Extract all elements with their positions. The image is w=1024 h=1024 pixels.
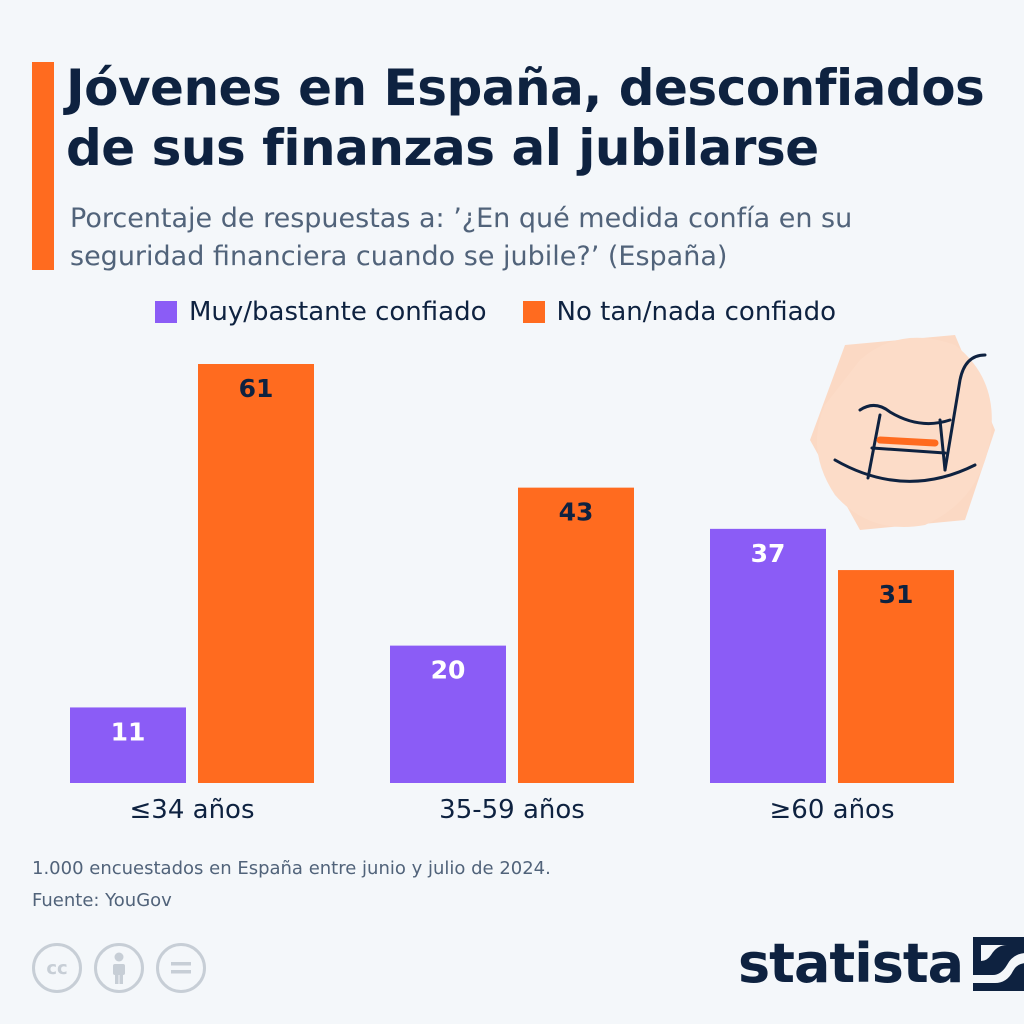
data-label-1-1: 43 xyxy=(559,498,594,527)
data-label-1-2: 31 xyxy=(879,580,914,609)
legend-swatch-purple xyxy=(155,301,177,323)
chart-legend: Muy/bastante confiado No tan/nada confia… xyxy=(155,297,872,327)
footnote-note: 1.000 encuestados en España entre junio … xyxy=(32,858,551,879)
page-subtitle: Porcentaje de respuestas a: ’¿En qué med… xyxy=(70,203,853,272)
footnote-source: Fuente: YouGov xyxy=(32,890,172,911)
bar-confiado-1 xyxy=(390,645,506,783)
data-label-1-0: 61 xyxy=(239,374,274,403)
title-accent-bar xyxy=(32,62,54,270)
legend-item-series-0: Muy/bastante confiado xyxy=(155,297,487,327)
no-derivatives-icon[interactable] xyxy=(156,943,206,993)
x-tick-label-0: ≤34 años xyxy=(130,795,255,825)
bar-no-confiado-1 xyxy=(518,487,634,783)
bars-layer: 11 61 ≤34 años 20 43 35-59 años 37 31 ≥60 años xyxy=(70,364,954,825)
brand-name: statista xyxy=(738,932,964,995)
license-icons: cc xyxy=(32,943,218,993)
attribution-icon[interactable] xyxy=(94,943,144,993)
bar-no-confiado-2 xyxy=(838,570,954,783)
statista-logo-icon xyxy=(973,936,1024,991)
statista-brand[interactable]: statista xyxy=(738,932,1024,995)
data-label-0-0: 11 xyxy=(111,717,146,746)
chart-footnote: 1.000 encuestados en España entre junio … xyxy=(32,853,551,917)
data-label-0-1: 20 xyxy=(431,656,466,685)
person-icon xyxy=(113,952,125,984)
legend-item-series-1: No tan/nada confiado xyxy=(522,297,837,327)
bar-confiado-2 xyxy=(710,528,826,783)
rocking-chair-icon xyxy=(810,335,995,530)
cc-icon[interactable]: cc xyxy=(32,943,82,993)
bar-no-confiado-0 xyxy=(198,364,314,783)
legend-swatch-orange xyxy=(522,301,545,323)
page-title: Jóvenes en España, desconfiados de sus f… xyxy=(66,59,985,177)
legend-label-series-1: No tan/nada confiado xyxy=(556,297,837,327)
x-tick-label-2: ≥60 años xyxy=(770,795,895,825)
data-label-0-2: 37 xyxy=(751,539,786,568)
x-tick-label-1: 35-59 años xyxy=(439,795,585,825)
legend-label-series-0: Muy/bastante confiado xyxy=(189,297,487,327)
bar-confiado-0 xyxy=(70,707,186,783)
equals-icon xyxy=(171,962,191,974)
